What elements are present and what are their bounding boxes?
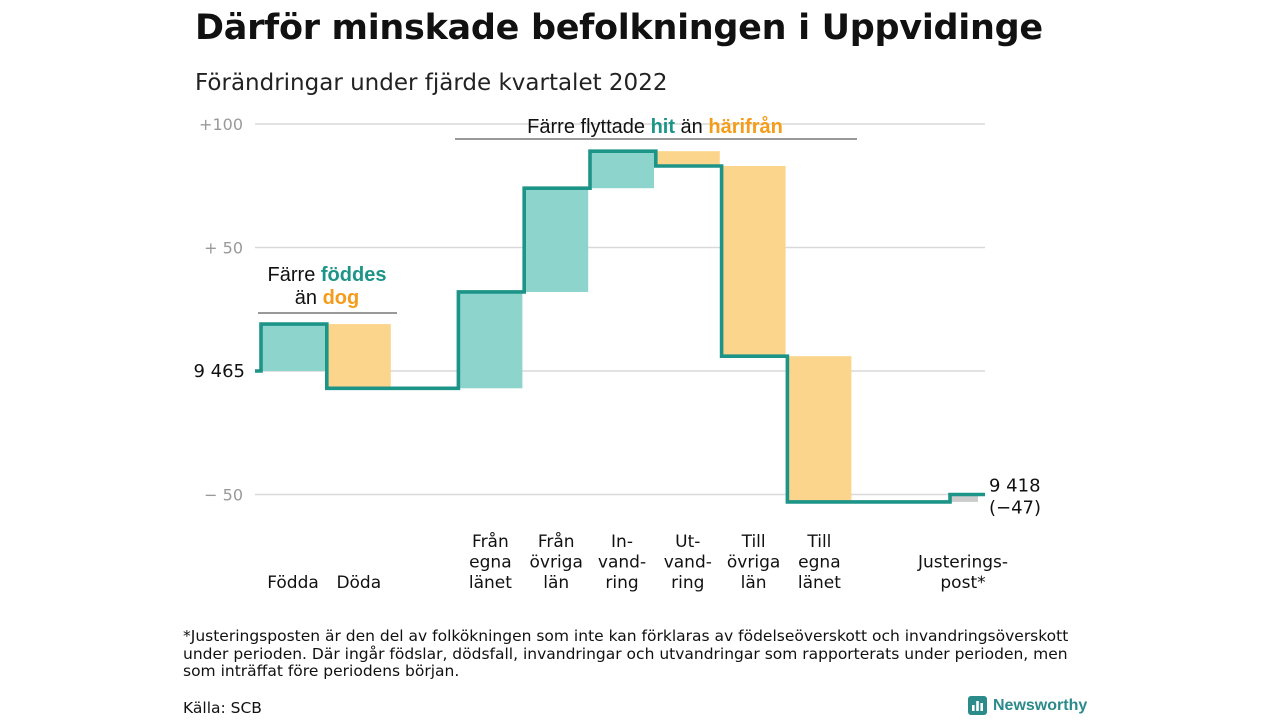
- category-label: Döda: [336, 573, 381, 593]
- category-label: ring: [605, 573, 638, 593]
- category-label: Ut-: [675, 532, 700, 552]
- source-label: Källa: SCB: [183, 699, 262, 717]
- bar-chart-icon: [968, 696, 987, 715]
- category-label: In-: [611, 532, 633, 552]
- category-label: Till: [741, 532, 766, 552]
- category-label: län: [741, 573, 767, 593]
- waterfall-bar: [655, 151, 720, 166]
- annotation-part: dog: [323, 287, 360, 309]
- births-annotation-line1: Färre föddes: [268, 264, 387, 286]
- waterfall-bar: [787, 356, 852, 502]
- category-label: Från: [472, 531, 509, 552]
- category-label: övriga: [727, 553, 780, 573]
- category-label: övriga: [530, 553, 583, 573]
- waterfall-bar: [458, 291, 523, 389]
- y-tick-label: + 50: [204, 239, 243, 258]
- category-label: Från: [538, 531, 575, 552]
- waterfall-bar: [950, 494, 978, 502]
- chart-title: Därför minskade befolkningen i Uppviding…: [195, 8, 1043, 48]
- waterfall-bar: [590, 151, 654, 189]
- chart-subtitle: Förändringar under fjärde kvartalet 2022: [195, 70, 668, 96]
- annotation-part: Färre: [268, 264, 321, 286]
- category-label: vand-: [664, 553, 712, 573]
- category-label: egna: [469, 553, 511, 573]
- footnote: *Justeringsposten är den del av folkökni…: [183, 627, 1069, 680]
- category-label: ring: [671, 573, 704, 593]
- waterfall-bar: [524, 188, 589, 292]
- annotation-part: härifrån: [708, 115, 782, 138]
- brand-logo[interactable]: Newsworthy: [968, 696, 1087, 715]
- category-label: post*: [940, 573, 985, 593]
- category-label: länet: [798, 573, 841, 593]
- waterfall-bar: [721, 165, 786, 357]
- category-label: län: [543, 573, 569, 593]
- migration-annotation: Färre flyttade hit än härifrån: [527, 115, 783, 138]
- annotation-part: än: [295, 287, 323, 309]
- annotation-part: hit: [651, 116, 676, 138]
- annotation-part: föddes: [321, 264, 387, 286]
- end-change-label: (−47): [989, 498, 1041, 519]
- waterfall-bar: [261, 324, 325, 371]
- category-label: Justerings-: [917, 553, 1008, 573]
- start-value-label: 9 465: [193, 361, 245, 382]
- category-label: länet: [469, 573, 512, 593]
- category-label: egna: [798, 553, 840, 573]
- y-tick-label: − 50: [204, 486, 243, 505]
- category-label: Till: [806, 532, 831, 552]
- category-label: vand-: [598, 553, 646, 573]
- cumulative-step-line: [255, 149, 985, 504]
- brand-name: Newsworthy: [993, 696, 1088, 714]
- waterfall-bar: [326, 324, 391, 389]
- annotation-part: än: [675, 116, 708, 138]
- category-label: Födda: [267, 573, 319, 593]
- y-tick-label: +100: [199, 115, 243, 134]
- births-annotation-line2: än dog: [295, 287, 359, 309]
- end-value-label: 9 418: [989, 476, 1041, 497]
- annotation-part: Färre flyttade: [527, 116, 650, 138]
